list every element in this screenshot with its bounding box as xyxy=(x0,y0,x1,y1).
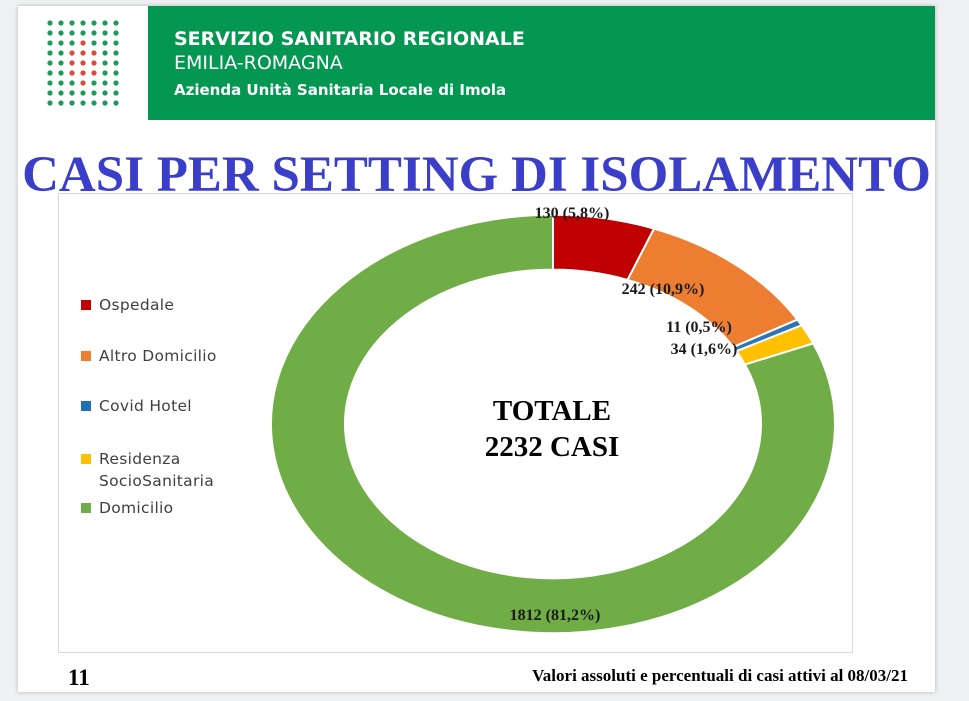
data-label: 34 (1,6%) xyxy=(671,341,738,358)
chart-area: Ospedale Altro Domicilio Covid Hotel Reside… xyxy=(58,193,853,653)
data-label: 1812 (81,2%) xyxy=(510,607,601,624)
logo xyxy=(18,6,148,120)
slide: SERVIZIO SANITARIO REGIONALE EMILIA-ROMA… xyxy=(18,6,935,692)
legend-swatch xyxy=(81,503,91,513)
legend-label: Residenza SocioSanitaria xyxy=(99,450,215,490)
header-banner: SERVIZIO SANITARIO REGIONALE EMILIA-ROMA… xyxy=(18,6,935,120)
center-total-label: TOTALE xyxy=(493,395,611,427)
donut-slice-domicilio xyxy=(270,213,836,635)
legend-label: Domicilio xyxy=(99,499,174,517)
footnote: Valori assoluti e percentuali di casi at… xyxy=(532,666,908,685)
org-name-line3: Azienda Unità Sanitaria Locale di Imola xyxy=(174,81,507,99)
data-label: 130 (5,8%) xyxy=(535,205,610,222)
center-total-value: 2232 CASI xyxy=(485,431,620,463)
legend-swatch xyxy=(81,351,91,361)
legend-swatch xyxy=(81,300,91,310)
org-name-line1: SERVIZIO SANITARIO REGIONALE xyxy=(174,28,525,50)
page-number: 11 xyxy=(68,665,90,690)
regional-health-logo-icon xyxy=(47,20,119,106)
data-label: 11 (0,5%) xyxy=(666,319,732,336)
legend-label: Covid Hotel xyxy=(99,397,192,415)
org-name-line2: EMILIA-ROMAGNA xyxy=(174,52,343,74)
legend-item: Residenza SocioSanitaria xyxy=(81,448,214,492)
legend-label: Ospedale xyxy=(99,296,175,314)
data-label: 242 (10,9%) xyxy=(622,281,705,298)
legend-item: Ospedale xyxy=(81,294,174,316)
legend-item: Domicilio xyxy=(81,497,173,519)
legend-item: Covid Hotel xyxy=(81,395,192,417)
legend-swatch xyxy=(81,454,91,464)
legend-swatch xyxy=(81,401,91,411)
legend-item: Altro Domicilio xyxy=(81,345,217,367)
donut-chart: 130 (5,8%) 242 (10,9%) 11 (0,5%) 34 (1,6%) 1… xyxy=(270,205,836,635)
legend-label: Altro Domicilio xyxy=(99,347,217,365)
